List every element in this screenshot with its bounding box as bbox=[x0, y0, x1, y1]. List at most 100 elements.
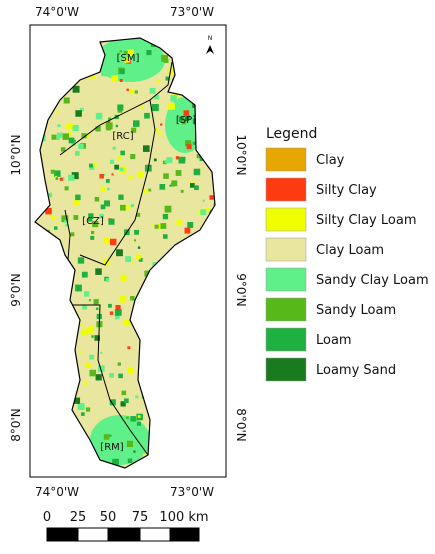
map-patch bbox=[148, 277, 154, 283]
map-patch bbox=[36, 460, 42, 466]
map-patch bbox=[73, 215, 79, 220]
map-patch bbox=[175, 156, 180, 160]
map-patch bbox=[89, 354, 94, 360]
map-patch bbox=[150, 358, 156, 364]
map-patch bbox=[35, 440, 39, 444]
map-patch bbox=[75, 284, 82, 292]
map-patch bbox=[102, 258, 110, 265]
map-patch bbox=[50, 82, 57, 88]
map-patch bbox=[158, 361, 163, 366]
lat-label: 10°0'N bbox=[234, 134, 248, 175]
map-patch bbox=[206, 294, 209, 297]
map-patch bbox=[208, 339, 213, 344]
legend-label: Sandy Clay Loam bbox=[316, 273, 429, 288]
map-patch bbox=[155, 288, 162, 295]
legend-swatch bbox=[265, 357, 307, 382]
map-patch bbox=[203, 59, 207, 63]
map-patch bbox=[174, 273, 180, 280]
map-patch bbox=[100, 351, 103, 355]
map-patch bbox=[151, 104, 159, 111]
map-patch bbox=[150, 223, 154, 226]
map-patch bbox=[65, 396, 71, 402]
map-patch bbox=[99, 174, 104, 179]
map-patch bbox=[40, 404, 44, 409]
map-patch bbox=[137, 415, 141, 418]
map-patch bbox=[50, 77, 58, 85]
map-patch bbox=[189, 44, 195, 50]
map-patch bbox=[125, 72, 129, 76]
map-patch bbox=[134, 239, 137, 242]
map-patch bbox=[143, 145, 150, 152]
map-patch bbox=[164, 357, 168, 361]
map-patch bbox=[140, 466, 147, 468]
map-patch bbox=[115, 435, 122, 441]
map-patch bbox=[198, 414, 206, 421]
map-patch bbox=[168, 430, 172, 433]
map-patch bbox=[157, 303, 162, 308]
map-patch bbox=[62, 133, 70, 140]
map-patch bbox=[38, 179, 46, 186]
map-patch bbox=[45, 54, 51, 60]
map-patch bbox=[206, 119, 212, 124]
map-patch bbox=[151, 284, 154, 287]
map-patch bbox=[136, 421, 141, 426]
map-patch bbox=[140, 106, 144, 109]
map-patch bbox=[80, 329, 87, 336]
map-patch bbox=[127, 366, 134, 373]
map-patch bbox=[77, 257, 85, 264]
map-patch bbox=[170, 95, 177, 102]
map-patch bbox=[209, 359, 215, 365]
map-patch bbox=[174, 311, 181, 318]
map-patch bbox=[197, 97, 204, 104]
map-patch bbox=[132, 314, 138, 321]
map-patch bbox=[76, 41, 80, 46]
map-patch bbox=[118, 373, 123, 379]
map-patch bbox=[50, 78, 56, 84]
map-patch bbox=[145, 312, 150, 317]
map-patch bbox=[120, 401, 126, 407]
map-patch bbox=[120, 274, 127, 281]
map-patch bbox=[41, 402, 47, 407]
map-patch bbox=[199, 280, 205, 286]
map-patch bbox=[116, 249, 123, 257]
map-patch bbox=[64, 370, 71, 378]
north-label: N bbox=[208, 35, 213, 42]
map-patch bbox=[50, 405, 54, 409]
map-patch bbox=[183, 81, 189, 86]
lon-label: 74°0'W bbox=[35, 485, 79, 499]
map-patch bbox=[64, 186, 69, 191]
scale-segment bbox=[77, 527, 109, 542]
map-patch bbox=[219, 125, 223, 129]
map-patch bbox=[184, 345, 191, 352]
map-patch bbox=[163, 234, 168, 239]
map-patch bbox=[108, 117, 112, 121]
map-patch bbox=[184, 116, 190, 121]
map-patch bbox=[204, 387, 210, 393]
map-patch bbox=[59, 337, 62, 340]
map-patch bbox=[159, 305, 166, 313]
map-patch bbox=[120, 204, 126, 211]
map-patch bbox=[85, 362, 91, 369]
map-patch bbox=[185, 140, 192, 147]
map-patch bbox=[109, 399, 116, 406]
scale-segment bbox=[139, 527, 171, 542]
map-patch bbox=[89, 369, 97, 377]
map-patch bbox=[138, 296, 141, 300]
map-patch bbox=[198, 210, 203, 215]
map-patch bbox=[194, 437, 201, 444]
map-patch bbox=[137, 171, 144, 179]
legend-label: Silty Clay bbox=[316, 183, 377, 198]
map-patch bbox=[101, 69, 108, 77]
map-patch bbox=[36, 129, 41, 135]
map-patch bbox=[119, 167, 124, 172]
map-patch bbox=[114, 314, 120, 320]
map-patch bbox=[203, 434, 208, 439]
map-patch bbox=[146, 49, 152, 56]
scale-label: 100 km bbox=[159, 510, 208, 525]
map-patch bbox=[217, 245, 222, 250]
scale-label: 50 bbox=[100, 510, 117, 525]
map-patch bbox=[189, 340, 192, 344]
scale-label: 0 bbox=[43, 510, 51, 525]
map-patch bbox=[100, 204, 106, 210]
map-patch bbox=[149, 352, 156, 359]
